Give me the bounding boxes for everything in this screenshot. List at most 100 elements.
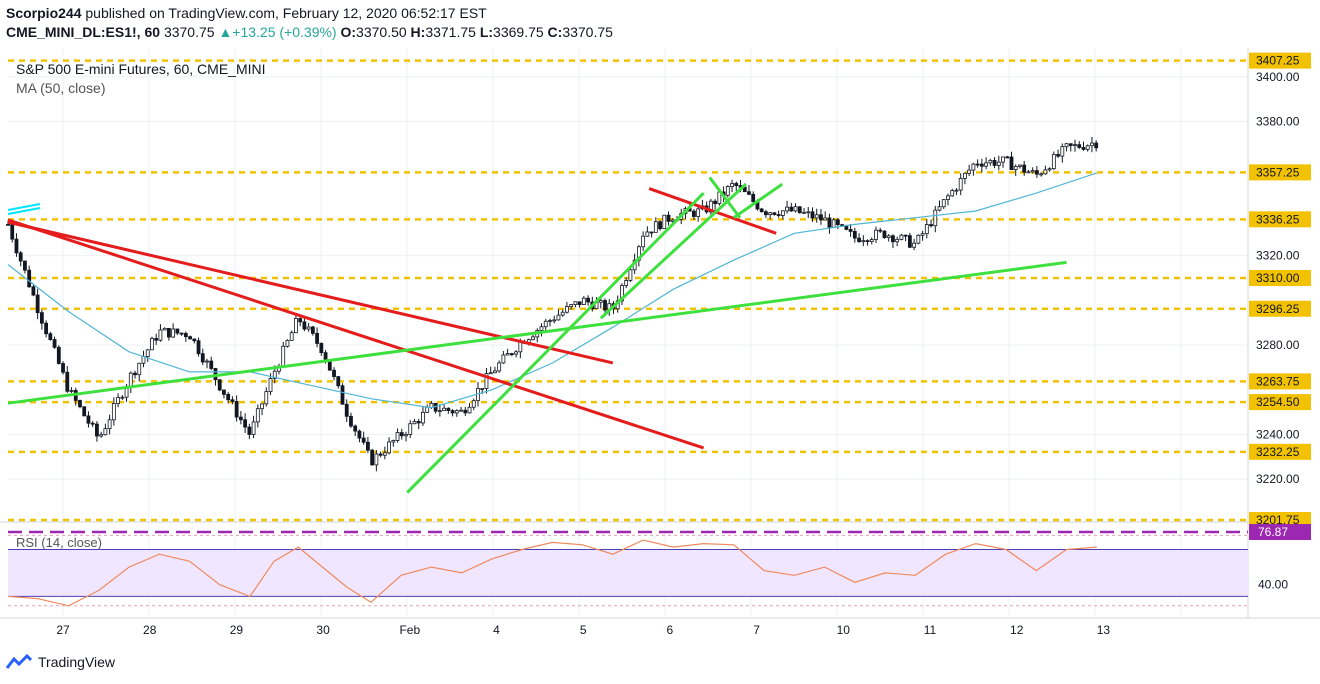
candle-body	[344, 403, 349, 417]
red-trend-line	[7, 218, 705, 450]
time-tick-label: 29	[230, 623, 244, 637]
candle-body	[1051, 154, 1056, 170]
candle-body	[569, 304, 574, 307]
candle-body	[196, 340, 201, 355]
candle-body	[255, 408, 260, 423]
green-trend-line	[7, 260, 1067, 405]
candle-body	[797, 206, 802, 214]
level-label-text: 3336.25	[1256, 212, 1300, 226]
candle-body	[950, 190, 955, 197]
candle-body	[725, 186, 730, 196]
candle-body	[565, 306, 569, 313]
time-tick-label: 12	[1010, 623, 1024, 637]
candle-body	[48, 333, 53, 340]
green-trend-line	[732, 182, 784, 219]
candle-body	[298, 318, 303, 323]
candle-body	[281, 345, 286, 367]
candle-body	[1026, 171, 1031, 174]
candle-body	[251, 421, 256, 435]
candle-body	[166, 327, 171, 338]
candle-body	[924, 224, 929, 235]
tradingview-brand[interactable]: TradingView	[6, 654, 115, 670]
rsi-value-box	[1249, 524, 1311, 541]
candle-body	[357, 430, 362, 439]
candle-body	[171, 328, 176, 338]
candle-body	[780, 210, 785, 216]
candle-body	[488, 372, 493, 375]
candle-body	[192, 338, 197, 342]
candle-body	[937, 206, 942, 211]
candle-body	[1060, 146, 1065, 157]
candle-body	[772, 212, 777, 215]
candle-body	[315, 332, 319, 344]
candle-body	[425, 406, 430, 413]
candle-body	[992, 160, 997, 166]
candle-body	[573, 301, 578, 306]
candle-body	[99, 434, 104, 437]
candle-body	[793, 206, 798, 212]
symbol-label[interactable]: CME_MINI_DL:ES1!, 60	[6, 24, 161, 40]
candle-body	[421, 411, 425, 424]
candle-body	[878, 229, 883, 232]
time-tick-label: 30	[316, 623, 330, 637]
publisher-name[interactable]: Scorpio244	[6, 5, 82, 21]
time-tick-label: 7	[753, 623, 760, 637]
candle-body	[285, 340, 290, 347]
candle-body	[975, 163, 980, 166]
low-value: 3369.75	[493, 24, 544, 40]
time-axis-labels: 27 28 29 30 Feb 4 5 6 7 10 11 12 13	[56, 623, 1110, 637]
chart-title: S&P 500 E-mini Futures, 60, CME_MINI	[16, 61, 266, 77]
candle-body	[531, 336, 535, 341]
price-tick-label: 3280.00	[1256, 338, 1300, 352]
candle-body	[179, 332, 184, 335]
candle-body	[247, 426, 252, 435]
candle-body	[692, 210, 696, 217]
candle-body	[188, 336, 192, 340]
level-label-text: 3263.75	[1256, 374, 1300, 388]
candle-body	[429, 402, 434, 408]
rsi-band	[8, 549, 1248, 597]
candle-body	[340, 385, 345, 405]
level-label-text: 3232.25	[1256, 445, 1300, 459]
candle-body	[272, 370, 277, 379]
green-trend-line	[599, 183, 747, 320]
price-tick-label: 3220.00	[1256, 472, 1300, 486]
candle-body	[1073, 144, 1077, 147]
price-tick-label: 3240.00	[1256, 427, 1300, 441]
candle-body	[581, 297, 586, 305]
candle-body	[399, 432, 404, 437]
candle-body	[1043, 169, 1048, 175]
candle-body	[895, 238, 900, 243]
candle-body	[869, 239, 874, 242]
candle-body	[624, 280, 629, 286]
candle-body	[539, 326, 544, 331]
candle-body	[103, 428, 108, 436]
candle-body	[18, 252, 23, 262]
candle-body	[387, 441, 391, 454]
candle-body	[150, 338, 154, 351]
candle-body	[111, 403, 116, 421]
candle-body	[480, 388, 485, 390]
candle-body	[776, 214, 781, 216]
tradingview-brand-label: TradingView	[38, 654, 116, 670]
level-label-box	[1249, 394, 1311, 411]
candle-body	[1018, 164, 1022, 167]
candle-body	[1022, 164, 1027, 173]
chart-canvas[interactable]: 3220.00 3240.00 3280.00 3320.00 3380.00 3400.…	[0, 48, 1320, 648]
candle-body	[730, 183, 734, 187]
candle-body	[61, 363, 65, 373]
level-label-box	[1249, 270, 1311, 287]
candle-body	[39, 312, 44, 324]
high-label: H:	[410, 24, 426, 40]
candle-body	[128, 372, 133, 388]
candle-body	[349, 415, 353, 427]
level-label-box	[1249, 443, 1311, 460]
candle-body	[217, 379, 222, 391]
candle-body	[1039, 173, 1044, 176]
candle-body	[1081, 147, 1086, 150]
candle-body	[954, 189, 959, 192]
candle-body	[6, 223, 10, 226]
time-tick-label: 6	[667, 623, 674, 637]
price-tick-label: 3320.00	[1256, 249, 1300, 263]
candle-body	[988, 160, 993, 164]
